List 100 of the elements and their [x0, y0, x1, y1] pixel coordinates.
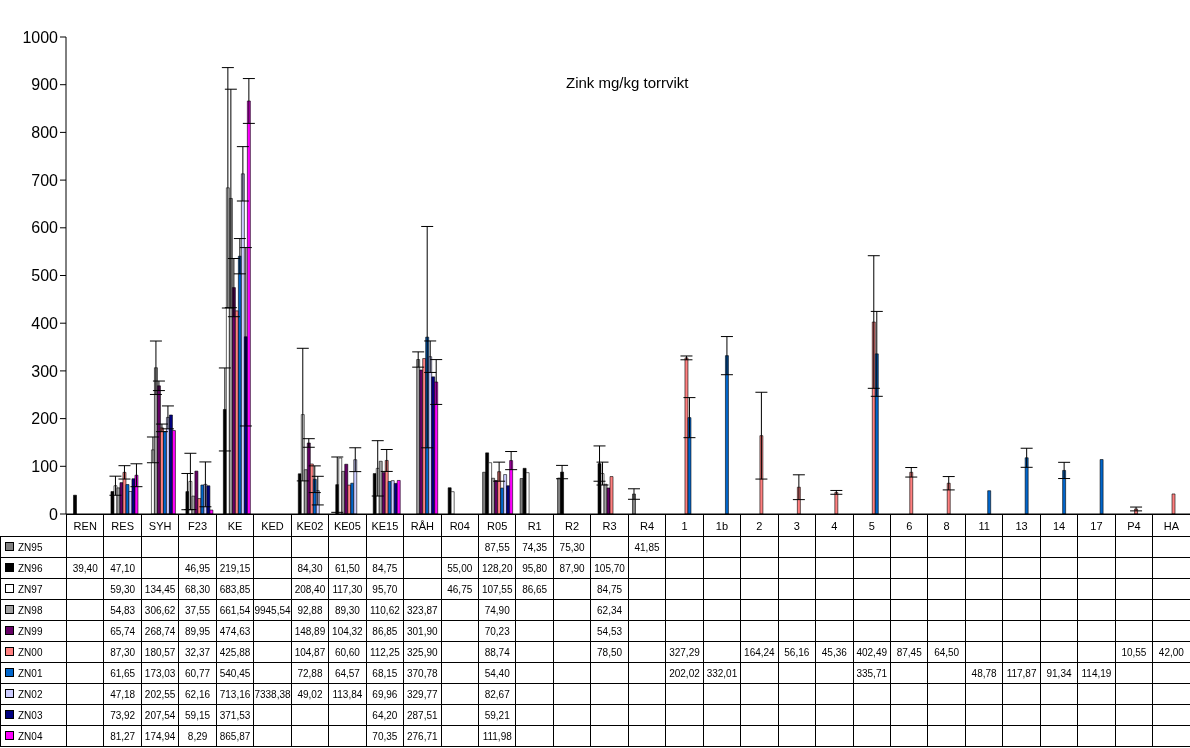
- data-label: 287,51: [403, 704, 442, 726]
- data-label: 117,30: [328, 578, 367, 600]
- data-label: 111,98: [478, 725, 516, 747]
- x-tick-label: REN: [66, 514, 104, 537]
- data-label: 87,30: [103, 641, 142, 663]
- data-label: 713,16: [216, 683, 254, 705]
- data-label: 8,29: [178, 725, 217, 747]
- data-label: 683,85: [216, 578, 254, 600]
- data-label: 268,74: [141, 620, 179, 642]
- data-label: 89,95: [178, 620, 217, 642]
- data-label: 48,78: [965, 662, 1003, 684]
- data-label: 110,62: [366, 599, 404, 621]
- y-tick-label: 800: [31, 124, 59, 142]
- x-tick-label: 11: [965, 514, 1003, 537]
- x-tick-label: R1: [515, 514, 554, 537]
- data-label: 661,54: [216, 599, 254, 621]
- x-tick-label: R2: [553, 514, 591, 537]
- data-label: 82,67: [478, 683, 516, 705]
- x-tick-label: 13: [1002, 514, 1041, 537]
- data-label: 105,70: [590, 557, 629, 579]
- data-label: 68,30: [178, 578, 217, 600]
- data-label: 112,25: [366, 641, 404, 663]
- data-label: 84,30: [291, 557, 329, 579]
- data-label: 219,15: [216, 557, 254, 579]
- data-label: 276,71: [403, 725, 442, 747]
- data-label: 208,40: [291, 578, 329, 600]
- x-tick-label: HA: [1152, 514, 1190, 537]
- data-label: 87,45: [890, 641, 928, 663]
- data-label: 332,01: [703, 662, 741, 684]
- x-tick-label: 5: [853, 514, 891, 537]
- data-label: 49,02: [291, 683, 329, 705]
- data-label: 75,30: [553, 536, 591, 558]
- data-label: 306,62: [141, 599, 179, 621]
- data-label: 60,77: [178, 662, 217, 684]
- data-label: 64,50: [927, 641, 966, 663]
- x-tick-label: RÅH: [403, 514, 442, 537]
- x-tick-label: RES: [103, 514, 142, 537]
- data-label: 327,29: [665, 641, 704, 663]
- data-label: 114,19: [1077, 662, 1116, 684]
- x-tick-label: F23: [178, 514, 217, 537]
- x-tick-label: KE05: [328, 514, 367, 537]
- data-label: 10,55: [1115, 641, 1153, 663]
- data-label: 164,24: [740, 641, 779, 663]
- text: 7338,38: [254, 688, 291, 700]
- data-label: 41,85: [628, 536, 666, 558]
- y-tick-label: 1000: [22, 28, 59, 46]
- data-label: 95,80: [515, 557, 554, 579]
- x-tick-label: 17: [1077, 514, 1116, 537]
- x-tick-label: 14: [1040, 514, 1078, 537]
- y-tick-label: 100: [31, 457, 59, 475]
- data-label: 148,89: [291, 620, 329, 642]
- data-label: 61,65: [103, 662, 142, 684]
- data-label: 45,36: [815, 641, 854, 663]
- data-label: 62,34: [590, 599, 629, 621]
- x-tick-label: 1: [665, 514, 704, 537]
- data-label: 371,53: [216, 704, 254, 726]
- data-label: 46,95: [178, 557, 217, 579]
- data-label: 86,85: [366, 620, 404, 642]
- data-label: 46,75: [441, 578, 479, 600]
- data-label: 425,88: [216, 641, 254, 663]
- y-tick-label: 400: [31, 314, 59, 332]
- data-label: 202,55: [141, 683, 179, 705]
- data-label: 64,20: [366, 704, 404, 726]
- x-tick-label: KED: [253, 514, 292, 537]
- x-tick-label: R05: [478, 514, 516, 537]
- data-label: 42,00: [1152, 641, 1190, 663]
- data-label: 59,21: [478, 704, 516, 726]
- x-tick-label: 8: [927, 514, 966, 537]
- data-label: 60,60: [328, 641, 367, 663]
- x-tick-label: KE: [216, 514, 254, 537]
- data-label: 61,50: [328, 557, 367, 579]
- legend-label: ZN00: [18, 646, 43, 658]
- x-tick-label: R3: [590, 514, 629, 537]
- data-label: 54,83: [103, 599, 142, 621]
- data-label: 89,30: [328, 599, 367, 621]
- data-label: 335,71: [853, 662, 891, 684]
- data-label: 301,90: [403, 620, 442, 642]
- data-label: 65,74: [103, 620, 142, 642]
- y-tick-label: 500: [31, 267, 59, 285]
- legend-label: ZN95: [18, 541, 43, 553]
- data-label: 540,45: [216, 662, 254, 684]
- data-label: 70,35: [366, 725, 404, 747]
- data-label: 47,10: [103, 557, 142, 579]
- data-label: 59,15: [178, 704, 217, 726]
- data-label: 174,94: [141, 725, 179, 747]
- data-label: 87,90: [553, 557, 591, 579]
- y-tick-label: 300: [31, 362, 59, 380]
- data-label: 87,55: [478, 536, 516, 558]
- x-tick-label: R4: [628, 514, 666, 537]
- data-label: 117,87: [1002, 662, 1041, 684]
- data-label: 84,75: [590, 578, 629, 600]
- data-label: 173,03: [141, 662, 179, 684]
- data-label: 370,78: [403, 662, 442, 684]
- data-label: 47,18: [103, 683, 142, 705]
- legend-label: ZN97: [18, 583, 43, 595]
- x-tick-label: P4: [1115, 514, 1153, 537]
- legend-label: ZN04: [18, 730, 43, 742]
- data-label: 104,32: [328, 620, 367, 642]
- x-tick-label: 1b: [703, 514, 741, 537]
- data-label: 86,65: [515, 578, 554, 600]
